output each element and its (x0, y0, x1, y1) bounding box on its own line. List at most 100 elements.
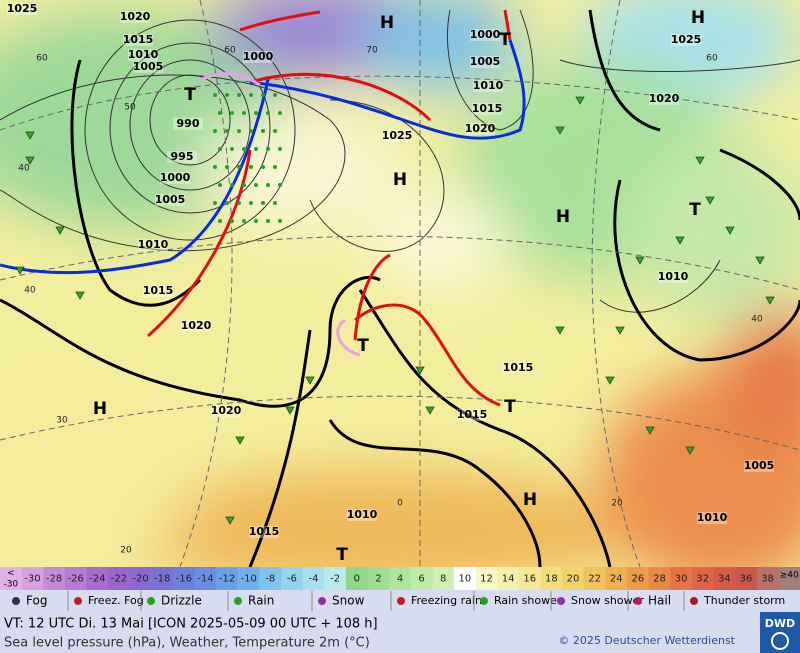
pressure-label: 1000 (470, 28, 501, 41)
shower-symbol (705, 196, 715, 205)
colorbar-cell (194, 567, 217, 590)
pressure-label-bg (155, 194, 185, 206)
rain-dot (278, 183, 282, 187)
colorbar-label: 34 (718, 574, 731, 585)
colorbar-cell (497, 567, 520, 590)
colorbar-cell (129, 567, 152, 590)
colorbar-label: -4 (309, 574, 319, 585)
colorbar-label: 26 (631, 574, 644, 585)
pressure-label: 1025 (7, 2, 38, 15)
shower-symbol (685, 446, 695, 455)
colorbar-label: -18 (154, 574, 170, 585)
shower-symbol (15, 266, 25, 275)
pressure-label-bg (211, 405, 241, 417)
pressure-label-bg (167, 151, 197, 163)
pressure-label-bg (143, 285, 173, 297)
temperature-colorbar: <-30 -30 -28 -26 -24 -22 -20 -18 -16 -14 -12 -10 -8-… (0, 567, 800, 590)
pressure-label-bg (138, 239, 168, 251)
rain-dot (278, 147, 282, 151)
colorbar-cell (778, 567, 800, 590)
colorbar-cell (713, 567, 736, 590)
colorbar-cell (237, 567, 260, 590)
colorbar-cell (627, 567, 650, 590)
pressure-center: T (357, 336, 369, 356)
rain-dot (261, 129, 265, 133)
pressure-center: H (93, 399, 107, 419)
rain-dot (261, 165, 265, 169)
pressure-center: H (393, 170, 407, 190)
colorbar-label: 2 (375, 574, 381, 585)
pressure-label-bg (347, 509, 377, 521)
pressure-label-bg (128, 49, 158, 61)
rain-dot (213, 129, 217, 133)
legend-label: Snow shower (571, 594, 644, 607)
rain-dot (225, 201, 229, 205)
pressure-label-bg (249, 526, 279, 538)
colorbar-cell (108, 567, 131, 590)
colorbar-label: -14 (197, 574, 213, 585)
colorbar-cell (562, 567, 585, 590)
rain-dot (218, 147, 222, 151)
weather-legend: Fog Freez. Fog Drizzle Rain Snow Freezing rai… (12, 591, 785, 611)
temperature-label: 60 (706, 54, 718, 64)
rain-dot (242, 219, 246, 223)
colorbar-label: -22 (111, 574, 127, 585)
shower-symbol (755, 256, 765, 265)
shower-symbol (25, 131, 35, 140)
rain-dot (273, 93, 277, 97)
rain-dot (273, 165, 277, 169)
legend-icon (12, 597, 20, 605)
shower-symbol (235, 436, 245, 445)
pressure-label: 1005 (133, 60, 164, 73)
colorbar-label: 4 (397, 574, 403, 585)
pressure-label-bg (649, 93, 679, 105)
legend-icon (480, 597, 488, 605)
colorbar-label: -20 (132, 574, 148, 585)
pressure-center: T (184, 85, 196, 105)
legend-label: Rain (248, 594, 274, 608)
shower-symbol (225, 516, 235, 525)
shower-symbol (305, 376, 315, 385)
rain-dot (225, 129, 229, 133)
rain-dot (254, 219, 258, 223)
colorbar-cell (21, 567, 44, 590)
pressure-label-bg (181, 320, 211, 332)
rain-dot (249, 93, 253, 97)
shower-symbol (555, 326, 565, 335)
colorbar-label: -28 (46, 574, 62, 585)
pressure-center: H (691, 8, 705, 28)
pressure-label: 995 (171, 150, 194, 163)
colorbar-cell (345, 567, 369, 590)
rain-dot (249, 201, 253, 205)
pressure-center: H (380, 13, 394, 33)
rain-dot (230, 183, 234, 187)
map-description: Sea level pressure (hPa), Weather, Tempe… (4, 636, 370, 651)
colorbar-label: 16 (523, 574, 536, 585)
pressure-label-bg (133, 61, 163, 73)
shower-symbol (765, 296, 775, 305)
pressure-label-bg (671, 34, 701, 46)
temperature-label: 60 (36, 54, 48, 64)
rain-dot (237, 201, 241, 205)
temperature-label: 40 (18, 164, 30, 174)
colorbar-cell (691, 567, 715, 590)
legend-icon (397, 597, 405, 605)
rain-dot (225, 165, 229, 169)
colorbar-cell (432, 567, 455, 590)
pressure-label: 1005 (744, 459, 775, 472)
colorbar-label: < (7, 569, 15, 579)
rain-dot (218, 111, 222, 115)
pressure-label: 1000 (243, 50, 274, 63)
rain-dot (237, 165, 241, 169)
pressure-label-bg (243, 51, 273, 63)
shower-symbol (645, 426, 655, 435)
colorbar-cell (583, 567, 606, 590)
thick-isobars (0, 9, 800, 567)
pressure-label-bg (173, 118, 203, 130)
colorbar-label: -26 (68, 574, 84, 585)
rain-dot (266, 111, 270, 115)
colorbar-label: 24 (610, 574, 623, 585)
rain-dot (218, 183, 222, 187)
pressure-label: 1005 (155, 193, 186, 206)
colorbar-cell (324, 567, 347, 590)
